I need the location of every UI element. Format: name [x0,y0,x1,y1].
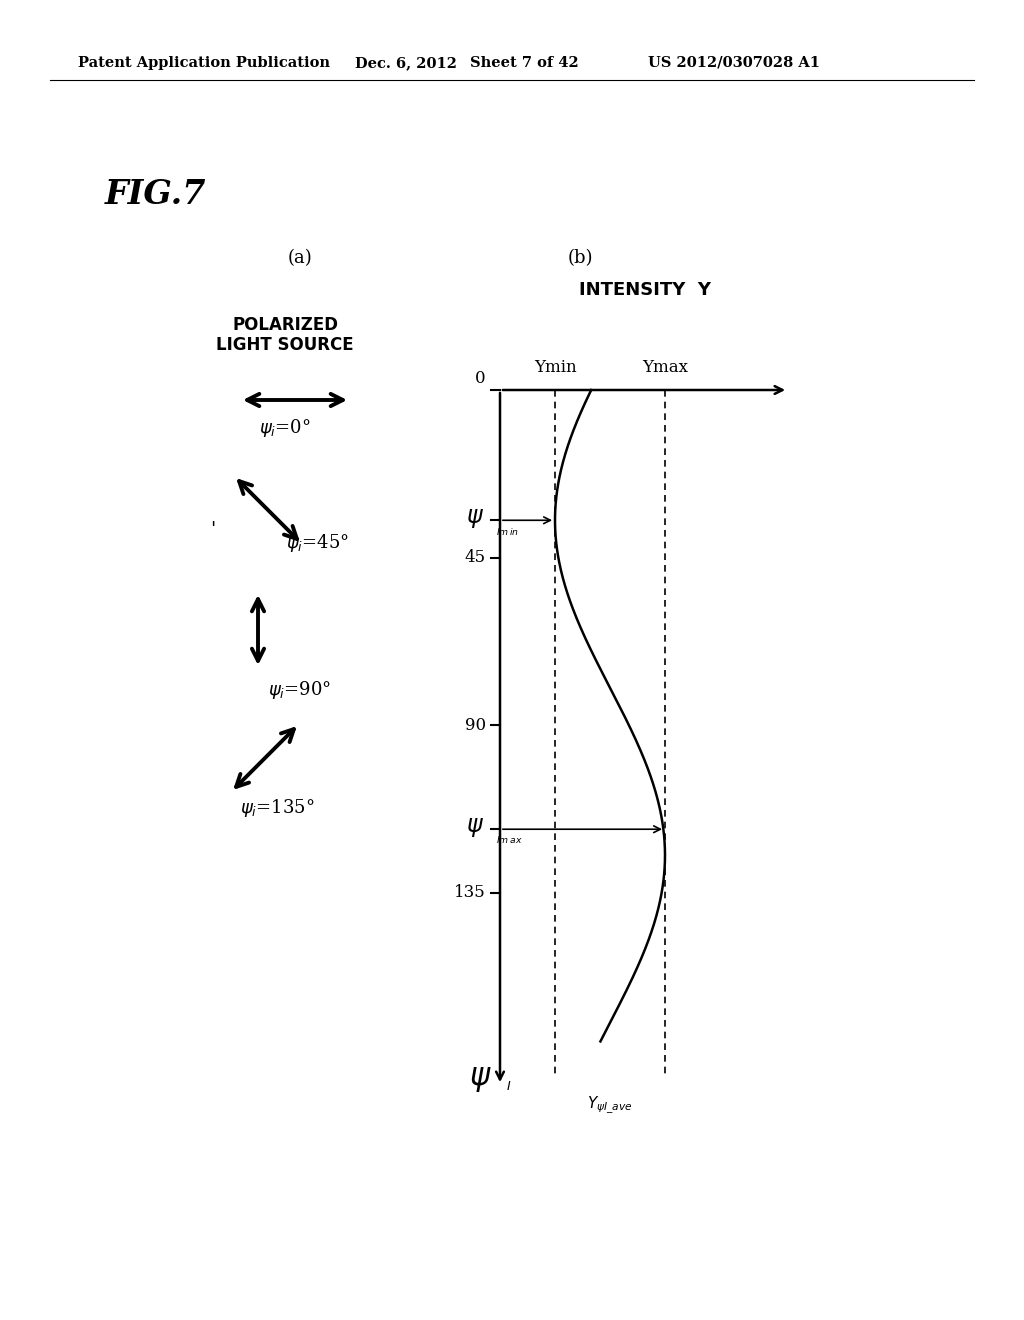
Text: Dec. 6, 2012: Dec. 6, 2012 [355,55,457,70]
Text: 0: 0 [475,370,486,387]
Text: Ymin: Ymin [534,359,577,376]
Text: $\psi_i$=90°: $\psi_i$=90° [268,678,331,701]
Text: 90: 90 [465,717,486,734]
Text: $\psi_i$=0°: $\psi_i$=0° [259,417,311,440]
Text: $_{Im\,ax}$: $_{Im\,ax}$ [496,833,522,846]
Text: 45: 45 [465,549,486,566]
Text: $\psi_i$=135°: $\psi_i$=135° [240,797,314,818]
Text: $_{Im\,in}$: $_{Im\,in}$ [496,524,519,537]
Text: $\psi$: $\psi$ [469,1063,492,1093]
Text: $Y_{\psi I\_ave}$: $Y_{\psi I\_ave}$ [587,1094,633,1115]
Text: INTENSITY  Y: INTENSITY Y [579,281,711,300]
Text: 135: 135 [455,884,486,902]
Text: LIGHT SOURCE: LIGHT SOURCE [216,337,354,354]
Text: FIG.7: FIG.7 [105,178,207,211]
Text: POLARIZED: POLARIZED [232,315,338,334]
Text: (b): (b) [567,249,593,267]
Text: Sheet 7 of 42: Sheet 7 of 42 [470,55,579,70]
Text: $\psi$: $\psi$ [466,507,484,529]
Text: $_I$: $_I$ [506,1074,512,1093]
Text: ': ' [210,521,216,539]
Text: Ymax: Ymax [642,359,688,376]
Text: $\psi_i$=45°: $\psi_i$=45° [286,532,349,554]
Text: $\psi$: $\psi$ [466,816,484,838]
Text: (a): (a) [288,249,312,267]
Text: Patent Application Publication: Patent Application Publication [78,55,330,70]
Text: US 2012/0307028 A1: US 2012/0307028 A1 [648,55,820,70]
